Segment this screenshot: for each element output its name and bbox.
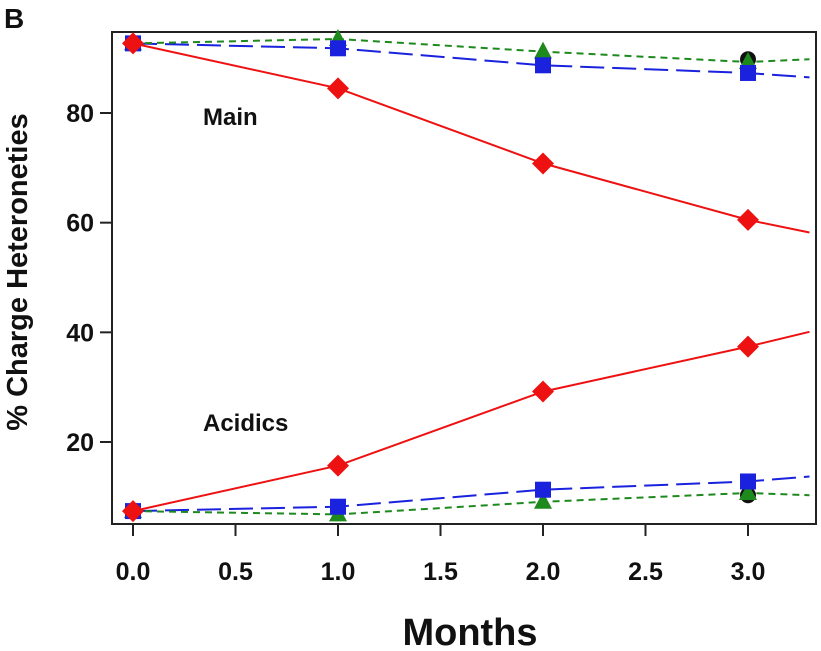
x-tick-label: 1.5 <box>423 558 458 586</box>
x-tick-label: 0.5 <box>218 558 253 586</box>
annotation-main: Main <box>203 104 258 131</box>
marker-group <box>122 28 759 523</box>
marker-red-acidic <box>532 380 554 403</box>
marker-green-main <box>534 41 552 59</box>
x-tick-label: 0.0 <box>116 558 151 586</box>
marker-green-acidic <box>534 491 552 509</box>
series-line-blue-acidic <box>132 475 810 513</box>
marker-blue-acidic <box>740 473 756 490</box>
x-tick-label: 2.0 <box>526 558 561 586</box>
tick-group: 0.0 0.5 1.0 1.5 2.0 2.5 3.0 20 40 60 80 <box>66 100 765 586</box>
x-axis-title: Months <box>402 612 537 651</box>
marker-red-main <box>737 208 759 231</box>
panel-label: B <box>4 3 24 34</box>
y-tick-label: 40 <box>66 319 94 347</box>
x-tick-label: 3.0 <box>731 558 766 586</box>
marker-red-main <box>327 77 349 100</box>
marker-blue-main <box>535 57 551 74</box>
series-line-blue-main <box>132 42 810 79</box>
marker-blue-acidic <box>535 481 551 498</box>
x-tick-label: 2.5 <box>628 558 663 586</box>
x-tick-label: 1.0 <box>321 558 356 586</box>
plot-frame-group <box>111 31 817 525</box>
marker-red-main <box>532 152 554 175</box>
marker-red-main <box>122 32 144 55</box>
marker-red-acidic <box>737 335 759 358</box>
marker-green-main <box>739 52 757 70</box>
marker-blue-acidic <box>330 498 346 515</box>
y-tick-label: 80 <box>66 100 94 128</box>
marker-red-acidic <box>122 500 144 523</box>
y-tick-label: 20 <box>66 429 94 457</box>
annotation-acidics: Acidics <box>203 410 288 437</box>
series-line-red-main <box>132 42 810 234</box>
plot-frame <box>111 31 817 525</box>
marker-blue-main <box>330 40 346 57</box>
marker-red-acidic <box>327 454 349 477</box>
y-tick-label: 60 <box>66 210 94 238</box>
marker-blue-main <box>740 64 756 81</box>
y-axis-title: % Charge Heteroneties <box>2 113 34 431</box>
marker-green-acidic <box>739 482 757 500</box>
